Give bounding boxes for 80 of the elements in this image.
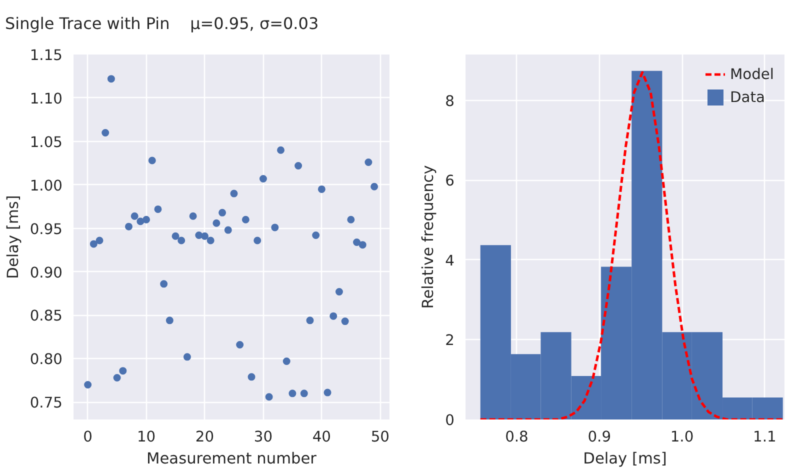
legend-label: Model bbox=[730, 66, 774, 82]
point bbox=[324, 388, 332, 396]
y-tick-label: 0.95 bbox=[30, 220, 63, 238]
y-tick-label: 1.15 bbox=[30, 47, 63, 64]
point bbox=[136, 218, 144, 226]
point bbox=[288, 390, 296, 398]
y-tick-label: 6 bbox=[445, 172, 455, 190]
point bbox=[212, 219, 220, 227]
y-axis-title: Delay [ms] bbox=[4, 195, 22, 279]
point bbox=[90, 240, 98, 248]
point bbox=[96, 236, 104, 244]
point bbox=[154, 205, 162, 213]
point bbox=[130, 212, 138, 220]
point bbox=[242, 216, 250, 224]
x-tick-label: 0.9 bbox=[588, 428, 612, 446]
point bbox=[312, 232, 320, 240]
x-tick-label: 50 bbox=[370, 428, 390, 446]
point bbox=[189, 212, 197, 220]
point bbox=[259, 175, 267, 183]
x-tick-label: 20 bbox=[195, 428, 214, 446]
point bbox=[172, 232, 180, 240]
y-tick-label: 1.10 bbox=[30, 90, 63, 108]
point bbox=[370, 182, 378, 190]
y-tick-label: 0.85 bbox=[30, 308, 63, 325]
point bbox=[148, 156, 156, 164]
point bbox=[364, 158, 372, 166]
point bbox=[330, 312, 338, 320]
x-axis-title: Measurement number bbox=[146, 450, 318, 468]
point bbox=[236, 341, 244, 349]
x-tick-label: 0.8 bbox=[505, 428, 528, 446]
point bbox=[224, 226, 232, 234]
x-tick-label: 1.0 bbox=[670, 428, 694, 446]
point bbox=[358, 241, 366, 249]
point bbox=[160, 280, 168, 288]
point bbox=[318, 185, 326, 193]
point bbox=[201, 232, 209, 240]
point bbox=[166, 316, 174, 324]
point bbox=[277, 146, 285, 154]
point bbox=[254, 236, 262, 244]
point bbox=[84, 380, 92, 388]
point bbox=[282, 358, 290, 366]
x-tick-label: 30 bbox=[254, 428, 273, 446]
y-axis-title: Relative frequency bbox=[419, 165, 438, 309]
y-tick-label: 0.80 bbox=[30, 351, 63, 368]
x-tick-label: 10 bbox=[136, 428, 156, 446]
point bbox=[178, 236, 186, 244]
point bbox=[206, 236, 214, 244]
chart-title: Single Trace with Pin μ=0.95, σ=0.03 bbox=[5, 13, 319, 35]
y-tick-label: 4 bbox=[445, 252, 455, 270]
y-tick-label: 8 bbox=[445, 92, 455, 110]
point bbox=[125, 222, 132, 230]
point bbox=[300, 390, 308, 398]
point bbox=[107, 75, 115, 83]
point bbox=[306, 316, 314, 324]
point bbox=[183, 353, 191, 361]
x-tick-label: 0 bbox=[83, 428, 92, 446]
point bbox=[271, 224, 279, 232]
point bbox=[248, 373, 256, 381]
y-tick-label: 0 bbox=[445, 412, 455, 429]
point bbox=[265, 393, 273, 401]
x-tick-label: 40 bbox=[312, 428, 332, 446]
y-tick-label: 2 bbox=[445, 332, 455, 350]
point bbox=[347, 216, 355, 224]
y-tick-label: 0.90 bbox=[30, 264, 63, 282]
point bbox=[119, 367, 127, 375]
point bbox=[102, 128, 110, 136]
point bbox=[353, 238, 361, 246]
point bbox=[142, 216, 150, 224]
legend-label: Data bbox=[730, 88, 765, 106]
point bbox=[335, 288, 343, 296]
point bbox=[294, 162, 302, 170]
x-tick-label: 1.1 bbox=[753, 428, 776, 446]
point bbox=[341, 318, 349, 326]
x-axis-title: Delay [ms] bbox=[583, 450, 667, 468]
point bbox=[113, 374, 121, 382]
y-tick-label: 1.05 bbox=[30, 134, 63, 151]
y-tick-label: 1.00 bbox=[30, 177, 63, 194]
point bbox=[218, 208, 226, 216]
point bbox=[230, 190, 238, 198]
y-tick-label: 0.75 bbox=[30, 394, 63, 412]
